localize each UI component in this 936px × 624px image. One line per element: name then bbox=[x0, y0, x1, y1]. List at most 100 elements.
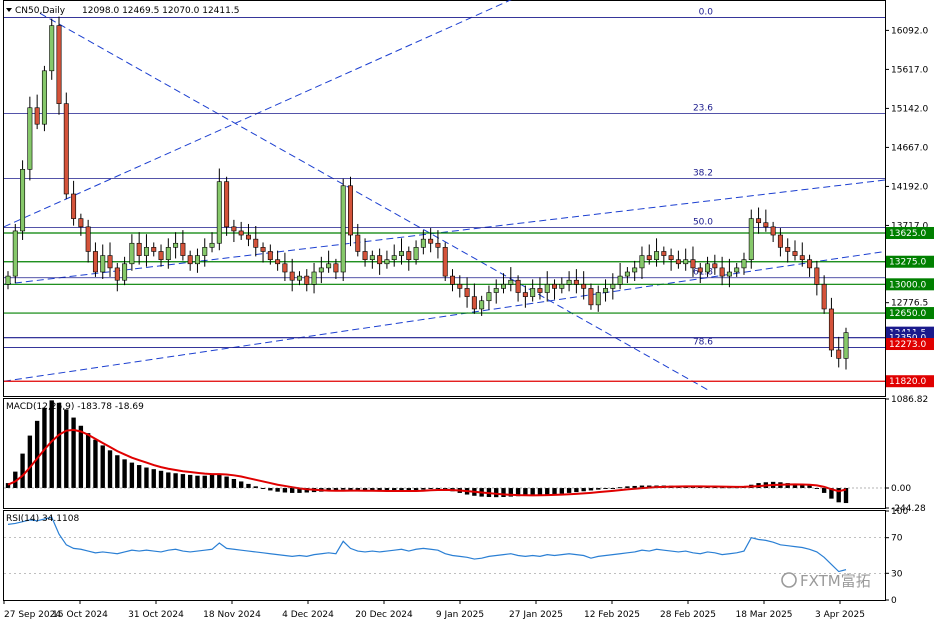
trend-lines bbox=[3, 0, 886, 392]
level-tag bbox=[886, 278, 934, 291]
macd-bar bbox=[399, 487, 404, 492]
candle-body bbox=[624, 271, 630, 277]
candle-body bbox=[705, 263, 711, 273]
macd-bar bbox=[392, 487, 397, 492]
macd-bar bbox=[151, 469, 156, 488]
candle-body bbox=[406, 251, 412, 260]
rsi-axis: 100 70 30 0 bbox=[885, 507, 908, 606]
macd-bar bbox=[180, 474, 186, 488]
candle-body bbox=[420, 238, 426, 248]
macd-bar bbox=[136, 465, 142, 488]
macd-bar bbox=[115, 455, 120, 488]
candle-body bbox=[78, 218, 84, 228]
price-tick-label: 14667.0 bbox=[891, 143, 928, 153]
macd-bar bbox=[158, 470, 164, 488]
macd-bar bbox=[355, 487, 360, 491]
rsi-polyline bbox=[7, 516, 847, 573]
fibonacci-levels: 0.0 23.6 38.2 50.0 61.8 78.6 bbox=[4, 7, 885, 348]
price-tick-label: 15617.0 bbox=[891, 65, 928, 75]
candle-body bbox=[537, 288, 543, 293]
fxtm-logo-icon bbox=[781, 572, 797, 588]
candle-body bbox=[814, 267, 820, 285]
candle-body bbox=[5, 275, 11, 285]
candle-body bbox=[377, 255, 383, 265]
candle-body bbox=[289, 271, 295, 281]
price-tick-label: 15142.0 bbox=[891, 104, 928, 114]
macd-bar bbox=[107, 450, 113, 488]
macd-bar bbox=[574, 487, 579, 493]
candle-body bbox=[748, 218, 754, 260]
rsi-tick-label: 30 bbox=[891, 569, 903, 579]
level-tag-label: 13275.0 bbox=[889, 258, 926, 268]
macd-bar bbox=[596, 487, 601, 490]
candle-body bbox=[697, 267, 703, 273]
candle-body bbox=[777, 234, 783, 248]
candle-body bbox=[785, 247, 791, 252]
candle-body bbox=[158, 251, 164, 260]
candle-body bbox=[340, 185, 346, 273]
candle-body bbox=[515, 279, 521, 293]
candle-body bbox=[763, 222, 769, 228]
macd-tick-label: -244.28 bbox=[891, 504, 926, 514]
date-tick-label: 3 Apr 2025 bbox=[815, 610, 865, 620]
candle-body bbox=[646, 255, 652, 260]
macd-bar bbox=[20, 453, 25, 488]
macd-bar bbox=[166, 472, 171, 488]
candle-body bbox=[173, 242, 179, 248]
macd-bar bbox=[268, 487, 273, 491]
candle-body bbox=[49, 25, 55, 72]
candle-body bbox=[712, 263, 718, 269]
candle-body bbox=[675, 259, 681, 265]
macd-bar bbox=[406, 487, 411, 491]
macd-bar bbox=[282, 487, 288, 493]
candle-body bbox=[12, 230, 18, 277]
collapse-triangle-icon[interactable] bbox=[6, 8, 12, 12]
candle-body bbox=[384, 259, 390, 265]
watermark-text: FXTM富拓 bbox=[800, 572, 871, 590]
candle-body bbox=[348, 185, 353, 236]
rsi-panel[interactable] bbox=[3, 510, 886, 601]
date-tick-label: 18 Nov 2024 bbox=[203, 610, 261, 620]
rsi-tick-label: 0 bbox=[891, 596, 897, 606]
macd-bar bbox=[523, 487, 528, 496]
price-panel[interactable] bbox=[3, 0, 886, 397]
rsi-title: RSI(14) 34.1108 bbox=[6, 514, 79, 524]
candle-body bbox=[267, 251, 273, 260]
price-axis: 16092.0 15617.0 15142.0 14667.0 14192.0 13717… bbox=[885, 26, 928, 309]
macd-bar bbox=[603, 487, 608, 489]
macd-bar bbox=[515, 487, 521, 497]
macd-bar bbox=[173, 473, 178, 488]
candle-body bbox=[136, 242, 142, 256]
price-tick-label: 13717.0 bbox=[891, 221, 928, 231]
candle-body bbox=[668, 255, 674, 260]
candle-body bbox=[726, 271, 732, 277]
rsi-tick-label: 70 bbox=[891, 534, 903, 544]
macd-bar bbox=[122, 459, 127, 488]
macd-bar bbox=[260, 487, 266, 489]
candle-body bbox=[56, 25, 62, 104]
macd-bar bbox=[217, 474, 222, 488]
candle-body bbox=[581, 284, 587, 289]
macd-bar bbox=[209, 474, 215, 488]
candle-body bbox=[187, 255, 193, 265]
candle-body bbox=[224, 181, 230, 228]
macd-panel[interactable] bbox=[3, 398, 886, 509]
candle-body bbox=[639, 255, 645, 269]
rsi-line bbox=[4, 516, 885, 574]
candle-body bbox=[34, 107, 40, 125]
level-tag-label: 12273.0 bbox=[889, 340, 926, 350]
macd-bar bbox=[231, 478, 237, 488]
macd-bar bbox=[144, 467, 149, 488]
fib-label: 61.8 bbox=[693, 268, 713, 278]
macd-bar bbox=[42, 407, 47, 488]
macd-bar bbox=[566, 487, 572, 493]
macd-bar bbox=[639, 485, 645, 488]
macd-bar bbox=[494, 487, 499, 498]
candle-body bbox=[530, 288, 536, 297]
date-tick-label: 9 Jan 2025 bbox=[436, 610, 484, 620]
macd-bar bbox=[64, 409, 69, 488]
candle-body bbox=[588, 288, 594, 306]
macd-bar bbox=[246, 483, 251, 488]
macd-bar bbox=[13, 471, 18, 488]
